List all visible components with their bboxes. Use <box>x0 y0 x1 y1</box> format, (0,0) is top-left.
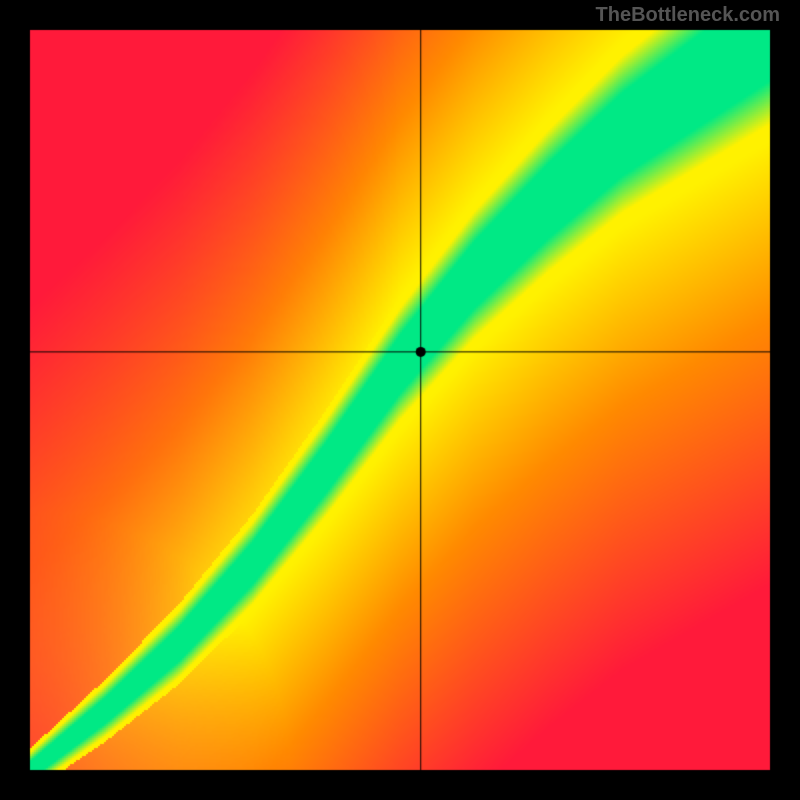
chart-container: TheBottleneck.com <box>0 0 800 800</box>
watermark-text: TheBottleneck.com <box>596 4 780 27</box>
bottleneck-heatmap <box>0 0 800 800</box>
